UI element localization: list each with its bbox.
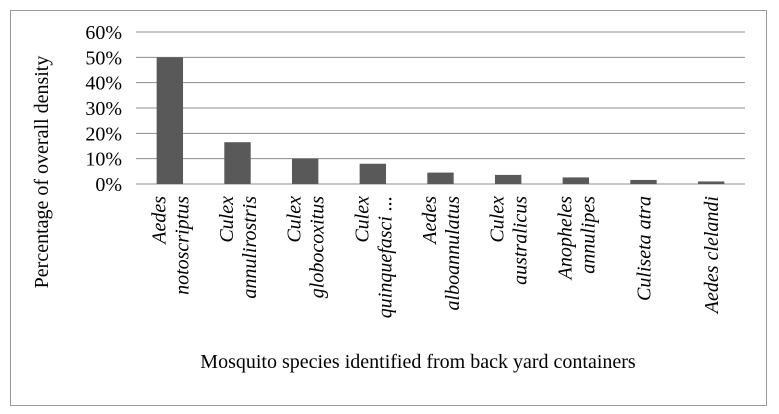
chart-frame	[10, 10, 767, 406]
y-tick-label: 0%	[95, 174, 122, 196]
x-tick-label: australicus	[510, 196, 532, 285]
x-tick-label: annulirostris	[239, 196, 261, 299]
bar	[224, 142, 251, 184]
y-tick-label: 60%	[85, 22, 122, 44]
x-tick-label: globocoxitus	[307, 196, 329, 298]
bar	[630, 179, 657, 184]
x-tick-label: quinquefasci ...	[374, 196, 396, 318]
x-tick-label: notoscriptus	[171, 196, 193, 295]
y-tick-label: 20%	[85, 123, 122, 145]
x-tick-label: Anopheles	[554, 196, 576, 282]
y-axis-label: Percentage of overall density	[31, 56, 53, 289]
bar	[697, 181, 725, 184]
x-tick-label: alboannulatus	[442, 196, 464, 311]
bar	[359, 163, 387, 184]
y-tick-label: 10%	[85, 149, 122, 171]
x-tick-label: Aedes	[419, 196, 441, 246]
y-tick-label: 40%	[85, 73, 122, 95]
bar	[494, 174, 522, 184]
x-axis-label: Mosquito species identified from back ya…	[200, 351, 636, 373]
x-tick-label: Culiseta atra	[634, 196, 656, 301]
y-tick-label: 30%	[85, 98, 122, 120]
x-tick-label: annulipes	[577, 196, 599, 274]
x-tick-label: Culex	[487, 196, 509, 243]
bar	[291, 158, 319, 184]
x-tick-label: Aedes	[148, 196, 170, 246]
bar	[156, 57, 184, 185]
x-tick-label: Culex	[351, 196, 373, 243]
x-tick-label: Aedes clelandi	[701, 196, 723, 315]
x-tick-label: Culex	[216, 196, 238, 243]
bar	[562, 177, 590, 184]
x-tick-label: Culex	[284, 196, 306, 243]
bar	[427, 172, 454, 184]
y-tick-label: 50%	[85, 47, 122, 69]
